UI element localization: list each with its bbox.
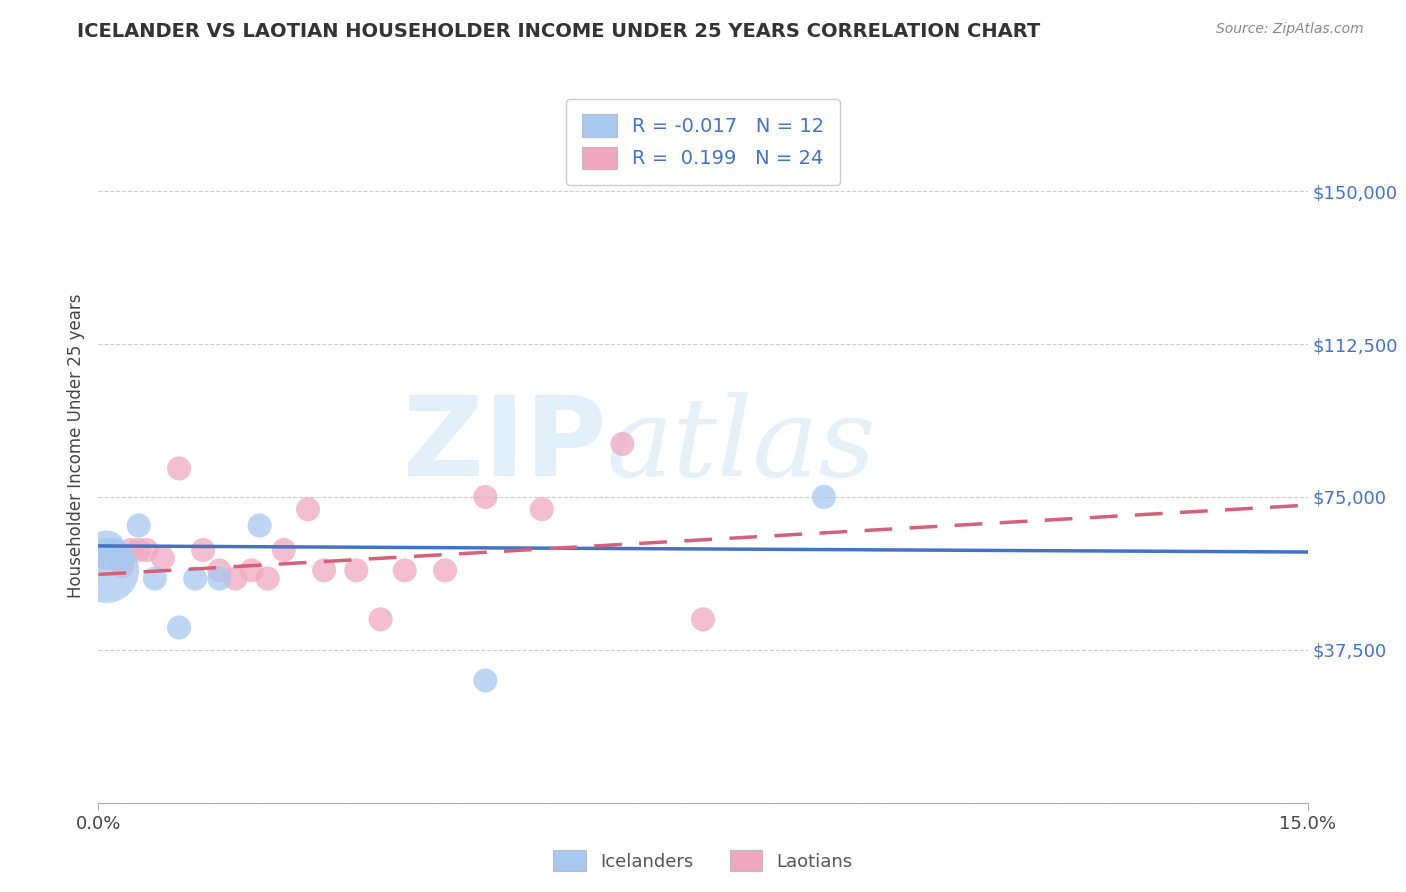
Point bbox=[394, 563, 416, 577]
Point bbox=[103, 551, 125, 566]
Point bbox=[120, 543, 142, 558]
Point bbox=[103, 543, 125, 558]
Point bbox=[96, 563, 118, 577]
Point bbox=[143, 572, 166, 586]
Point bbox=[249, 518, 271, 533]
Point bbox=[314, 563, 336, 577]
Point bbox=[208, 563, 231, 577]
Text: Source: ZipAtlas.com: Source: ZipAtlas.com bbox=[1216, 22, 1364, 37]
Point bbox=[167, 461, 190, 475]
Point bbox=[256, 572, 278, 586]
Point bbox=[273, 543, 295, 558]
Point bbox=[224, 572, 246, 586]
Point bbox=[111, 551, 134, 566]
Point bbox=[530, 502, 553, 516]
Legend: Icelanders, Laotians: Icelanders, Laotians bbox=[546, 843, 860, 879]
Point bbox=[474, 673, 496, 688]
Point bbox=[474, 490, 496, 504]
Point bbox=[434, 563, 457, 577]
Point bbox=[612, 437, 634, 451]
Point bbox=[240, 563, 263, 577]
Point bbox=[344, 563, 367, 577]
Point bbox=[128, 518, 150, 533]
Point bbox=[111, 559, 134, 574]
Point bbox=[370, 612, 392, 626]
Point bbox=[152, 551, 174, 566]
Point bbox=[167, 620, 190, 634]
Point bbox=[96, 543, 118, 558]
Text: atlas: atlas bbox=[606, 392, 876, 500]
Point bbox=[208, 572, 231, 586]
Point bbox=[813, 490, 835, 504]
Point bbox=[135, 543, 157, 558]
Legend: R = -0.017   N = 12, R =  0.199   N = 24: R = -0.017 N = 12, R = 0.199 N = 24 bbox=[567, 99, 839, 185]
Y-axis label: Householder Income Under 25 years: Householder Income Under 25 years bbox=[66, 293, 84, 599]
Point bbox=[297, 502, 319, 516]
Point bbox=[184, 572, 207, 586]
Text: ICELANDER VS LAOTIAN HOUSEHOLDER INCOME UNDER 25 YEARS CORRELATION CHART: ICELANDER VS LAOTIAN HOUSEHOLDER INCOME … bbox=[77, 22, 1040, 41]
Point bbox=[193, 543, 215, 558]
Point bbox=[692, 612, 714, 626]
Point bbox=[96, 551, 118, 566]
Point bbox=[128, 543, 150, 558]
Text: ZIP: ZIP bbox=[404, 392, 606, 500]
